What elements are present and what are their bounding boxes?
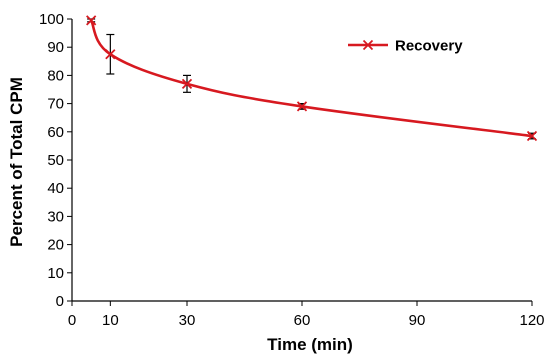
- series-layer: [86, 15, 538, 142]
- x-tick-label: 60: [294, 312, 311, 329]
- data-point-marker: [526, 130, 538, 142]
- ticks-layer: 0 10 20 30 40 50 60 70 80 90 100 0 10 30 60 90 120: [39, 11, 545, 329]
- data-point-marker: [296, 101, 308, 112]
- x-tick-label: 10: [102, 312, 119, 329]
- y-tick-label: 90: [47, 39, 64, 56]
- x-axis-title: Time (min): [267, 335, 353, 354]
- x-tick-label: 0: [68, 312, 76, 329]
- marker-stroke: [86, 15, 97, 26]
- y-tick-label: 10: [47, 265, 64, 282]
- data-point-marker: [105, 49, 116, 60]
- marker-stroke: [105, 49, 116, 60]
- x-tick-label: 30: [179, 312, 196, 329]
- series-line-recovery: [89, 19, 533, 138]
- y-tick-label: 0: [56, 293, 64, 310]
- data-point-marker: [181, 78, 193, 89]
- marker-stroke: [526, 130, 538, 142]
- x-tick-label: 120: [519, 312, 544, 329]
- marker-stroke: [181, 78, 193, 89]
- legend-marker: [362, 39, 374, 51]
- y-tick-label: 100: [39, 11, 64, 28]
- y-tick-label: 50: [47, 152, 64, 169]
- y-tick-label: 20: [47, 237, 64, 254]
- y-tick-label: 80: [47, 67, 64, 84]
- marker-stroke: [296, 101, 308, 112]
- legend: Recovery: [348, 38, 463, 55]
- y-axis-title: Percent of Total CPM: [7, 77, 26, 247]
- y-tick-label: 30: [47, 208, 64, 225]
- y-tick-label: 70: [47, 96, 64, 113]
- y-tick-label: 40: [47, 180, 64, 197]
- legend-label: Recovery: [395, 38, 463, 55]
- y-tick-label: 60: [47, 124, 64, 141]
- data-point-marker: [86, 15, 97, 26]
- axes-layer: [71, 19, 532, 302]
- x-tick-label: 90: [409, 312, 426, 329]
